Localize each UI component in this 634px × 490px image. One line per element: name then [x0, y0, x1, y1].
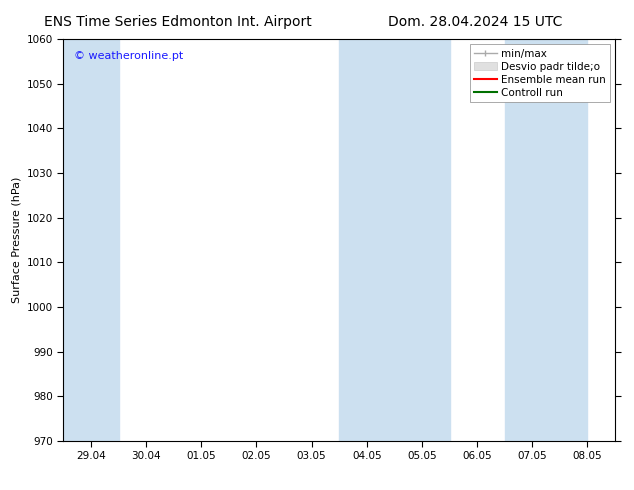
- Text: Dom. 28.04.2024 15 UTC: Dom. 28.04.2024 15 UTC: [388, 15, 563, 29]
- Y-axis label: Surface Pressure (hPa): Surface Pressure (hPa): [11, 177, 21, 303]
- Text: © weatheronline.pt: © weatheronline.pt: [74, 51, 184, 61]
- Bar: [505, 39, 588, 441]
- Text: ENS Time Series Edmonton Int. Airport: ENS Time Series Edmonton Int. Airport: [44, 15, 311, 29]
- Legend: min/max, Desvio padr tilde;o, Ensemble mean run, Controll run: min/max, Desvio padr tilde;o, Ensemble m…: [470, 45, 610, 102]
- Bar: [339, 39, 450, 441]
- Bar: [63, 39, 119, 441]
